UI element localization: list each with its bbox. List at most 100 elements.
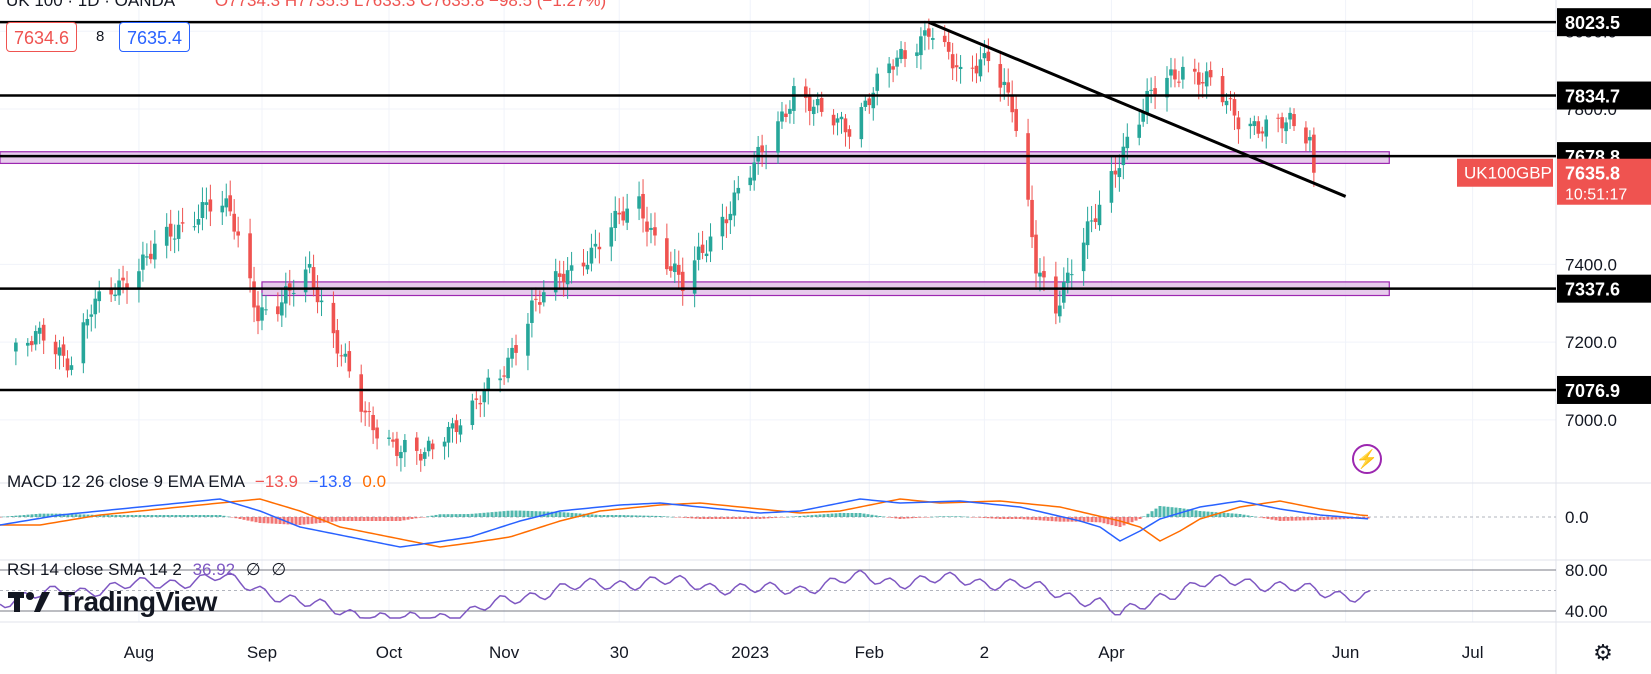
candle-body — [1085, 221, 1090, 246]
candle-body — [478, 402, 483, 405]
macd-legend[interactable]: MACD 12 26 close 9 EMA EMA −13.9 −13.8 0… — [7, 472, 386, 492]
candle-body — [85, 318, 90, 326]
macd-histogram-bar — [974, 517, 978, 518]
macd-pane — [0, 498, 1556, 548]
macd-histogram-bar — [258, 517, 262, 523]
macd-histogram-bar — [938, 516, 942, 517]
candle-body — [542, 292, 546, 303]
candle-body — [847, 129, 852, 137]
time-tick-label: Apr — [1098, 643, 1125, 662]
candle-body — [57, 347, 62, 356]
macd-histogram-bar — [178, 515, 182, 517]
macd-histogram-bar — [134, 515, 138, 517]
macd-histogram-bar — [1006, 517, 1010, 519]
candle-body — [145, 256, 149, 258]
candle-body — [1137, 124, 1142, 138]
macd-histogram-bar — [450, 514, 454, 517]
candle-body — [669, 266, 673, 271]
macd-histogram-bar — [494, 511, 498, 517]
candle-body — [792, 86, 796, 111]
candle-body — [1169, 69, 1173, 76]
macd-histogram-bar — [386, 517, 390, 521]
macd-histogram-bar — [1222, 512, 1226, 517]
macd-histogram-bar — [486, 512, 490, 517]
macd-histogram-bar — [106, 515, 110, 517]
candle-body — [474, 398, 479, 400]
tradingview-logo[interactable]: TradingView — [8, 584, 217, 620]
macd-histogram-bar — [898, 517, 902, 519]
macd-histogram-bar — [602, 515, 606, 517]
macd-histogram-bar — [750, 517, 754, 519]
candle-body — [561, 273, 566, 283]
sell-price-button[interactable]: 7634.6 — [6, 22, 78, 52]
last-price-tag — [1557, 158, 1651, 205]
candle-body — [859, 107, 864, 140]
macd-histogram-bar — [826, 513, 830, 517]
candle-body — [192, 226, 197, 228]
macd-histogram-bar — [1294, 517, 1298, 521]
candle-body — [1200, 82, 1205, 84]
candle-body — [895, 57, 899, 67]
candle-body — [1069, 274, 1074, 276]
price-axis[interactable]: 7000.07200.07400.07800.08000.00.080.0040… — [1565, 22, 1617, 621]
macd-histogram-bar — [82, 514, 86, 517]
candle-body — [470, 400, 475, 426]
candle-body — [871, 92, 876, 109]
candle-body — [65, 358, 70, 371]
candle-body — [1153, 88, 1157, 95]
candle-body — [875, 73, 880, 91]
macd-histogram-bar — [202, 515, 206, 517]
macd-histogram-bar — [702, 517, 706, 519]
macd-histogram-bar — [718, 517, 722, 519]
macd-histogram-bar — [1098, 517, 1102, 523]
rsi-legend[interactable]: RSI 14 close SMA 14 2 36.92 ∅ ∅ — [7, 560, 286, 580]
candle-body — [264, 309, 268, 311]
macd-histogram-bar — [458, 514, 462, 517]
candle-body — [446, 426, 451, 443]
gear-icon[interactable]: ⚙ — [1593, 640, 1613, 665]
macd-histogram-bar — [790, 516, 794, 518]
candle-body — [1058, 305, 1062, 317]
last-price-label: 7635.8 — [1565, 164, 1620, 184]
macd-histogram-bar — [674, 517, 678, 518]
macd-histogram-bar — [374, 517, 378, 521]
lightning-bolt-icon[interactable]: ⚡ — [1352, 444, 1382, 474]
candle-body — [867, 98, 872, 106]
candle-body — [708, 236, 713, 252]
candle-body — [125, 283, 129, 290]
candle-body — [1220, 76, 1225, 103]
macd-histogram-bar — [654, 515, 658, 517]
macd-histogram-bar — [158, 515, 162, 517]
macd-histogram-bar — [1194, 510, 1198, 517]
candle-body — [1026, 133, 1030, 200]
candle-body — [835, 118, 840, 123]
macd-histogram-bar — [194, 515, 198, 517]
candle-body — [696, 246, 701, 260]
macd-histogram-bar — [1114, 517, 1118, 527]
macd-histogram-bar — [342, 517, 346, 521]
macd-histogram-bar — [378, 517, 382, 521]
macd-histogram-bar — [1226, 513, 1230, 517]
candle-body — [585, 264, 590, 270]
candle-body — [641, 193, 645, 219]
candle-body — [1081, 242, 1086, 272]
macd-histogram-bar — [1022, 517, 1026, 520]
buy-price-button[interactable]: 7635.4 — [119, 22, 191, 52]
macd-histogram-bar — [1190, 509, 1194, 517]
candle-body — [807, 95, 812, 112]
candle-body — [514, 345, 518, 353]
candle-body — [1248, 123, 1253, 127]
candle-body — [1280, 117, 1284, 129]
candle-body — [450, 423, 455, 429]
macd-histogram-bar — [534, 511, 538, 517]
macd-histogram-bar — [970, 517, 974, 518]
macd-histogram-bar — [422, 517, 426, 518]
macd-histogram-bar — [1266, 517, 1270, 519]
macd-histogram-bar — [1050, 517, 1054, 522]
macd-histogram-bar — [406, 517, 410, 520]
time-axis[interactable]: Aug Sep Oct Nov 30 2023 Feb 2 Apr Jun Jul — [124, 643, 1484, 662]
macd-histogram-bar — [606, 515, 610, 517]
macd-histogram-bar — [86, 514, 90, 517]
